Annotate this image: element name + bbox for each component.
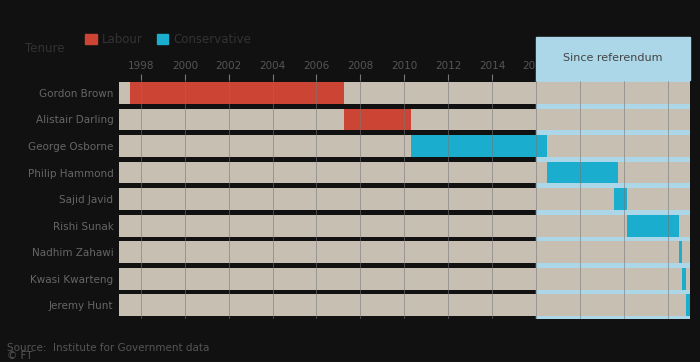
Bar <box>119 135 690 157</box>
Bar <box>344 109 412 130</box>
Text: © FT: © FT <box>7 351 32 361</box>
Bar <box>682 268 686 290</box>
Bar <box>119 82 690 104</box>
Legend: Labour, Conservative: Labour, Conservative <box>85 33 251 46</box>
Bar <box>119 241 690 263</box>
Bar <box>627 215 678 236</box>
Bar <box>130 82 344 104</box>
Text: Tenure: Tenure <box>25 42 64 55</box>
Bar <box>686 294 690 316</box>
Bar <box>119 188 690 210</box>
Bar <box>119 268 690 290</box>
Bar <box>547 162 618 184</box>
Bar <box>536 80 690 319</box>
Bar <box>119 294 690 316</box>
Bar <box>678 241 682 263</box>
Bar <box>119 109 690 130</box>
Text: Source:  Institute for Government data: Source: Institute for Government data <box>7 343 209 353</box>
Bar <box>119 215 690 236</box>
Bar <box>119 162 690 184</box>
Bar <box>412 135 547 157</box>
Bar <box>615 188 627 210</box>
Bar <box>536 37 690 80</box>
Text: Since referendum: Since referendum <box>563 53 662 63</box>
